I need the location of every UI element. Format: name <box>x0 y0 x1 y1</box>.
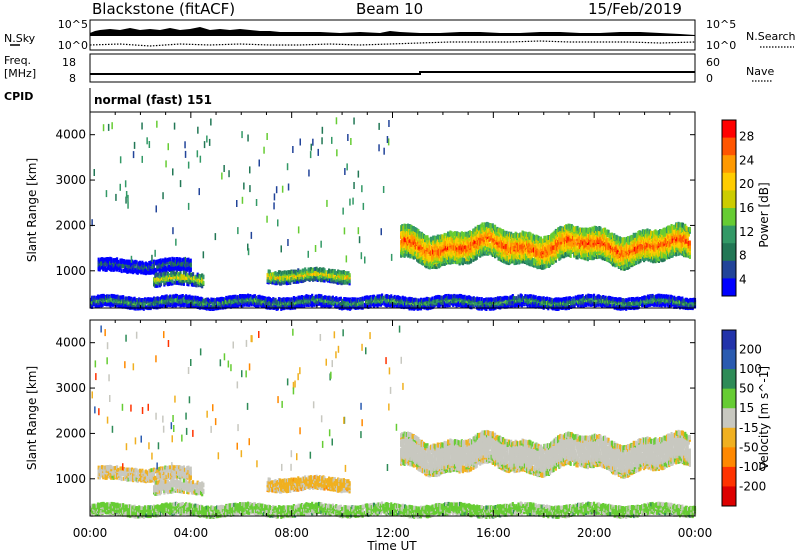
scatter-cell <box>121 269 123 273</box>
freq-label: Freq. <box>4 54 31 67</box>
scatter-cell <box>179 258 181 262</box>
scatter-cell <box>169 257 171 261</box>
nsky-tick-bottom: 10^0 <box>58 39 88 52</box>
scatter-cell <box>110 257 112 261</box>
nsearch-label: N.Search <box>746 30 796 43</box>
freq-trace <box>90 72 695 74</box>
date-title: 15/Feb/2019 <box>588 0 682 18</box>
nsearch-tick-top: 10^5 <box>706 18 736 31</box>
scatter-cell <box>689 227 691 232</box>
scatter-cell <box>587 256 589 261</box>
nave-tick-top: 60 <box>706 56 720 69</box>
scatter-cell <box>190 262 192 266</box>
freq-panel-frame <box>90 54 695 82</box>
scatter-cell <box>183 271 185 275</box>
scatter-cell <box>349 273 351 277</box>
beam-title: Beam 10 <box>356 0 423 18</box>
nsky-tick-top: 10^5 <box>58 18 88 31</box>
scatter-cell <box>117 260 119 264</box>
scatter-cell <box>689 241 691 246</box>
cpid-value: normal (fast) 151 <box>94 93 212 107</box>
cpid-label: CPID <box>4 90 33 103</box>
scatter-cell <box>122 295 124 299</box>
scatter-cell <box>171 279 173 283</box>
freq-tick-top: 18 <box>62 56 76 69</box>
scatter-cell <box>190 259 192 263</box>
freq-tick-bottom: 8 <box>69 72 76 85</box>
nsearch-tick-bottom: 10^0 <box>706 39 736 52</box>
nave-label: Nave <box>746 65 774 78</box>
scatter-cell <box>192 272 194 276</box>
scatter-cell <box>202 275 204 279</box>
nsky-label: N.Sky <box>4 32 36 45</box>
nsky-trace <box>90 27 695 36</box>
nave-tick-bottom: 0 <box>706 72 713 85</box>
scatter-cell <box>202 281 204 285</box>
nsearch-trace <box>90 41 695 46</box>
scatter-cell <box>470 258 472 263</box>
station-title: Blackstone (fitACF) <box>92 0 235 18</box>
freq-unit-label: [MHz] <box>4 67 36 80</box>
scatter-cell <box>165 272 167 276</box>
